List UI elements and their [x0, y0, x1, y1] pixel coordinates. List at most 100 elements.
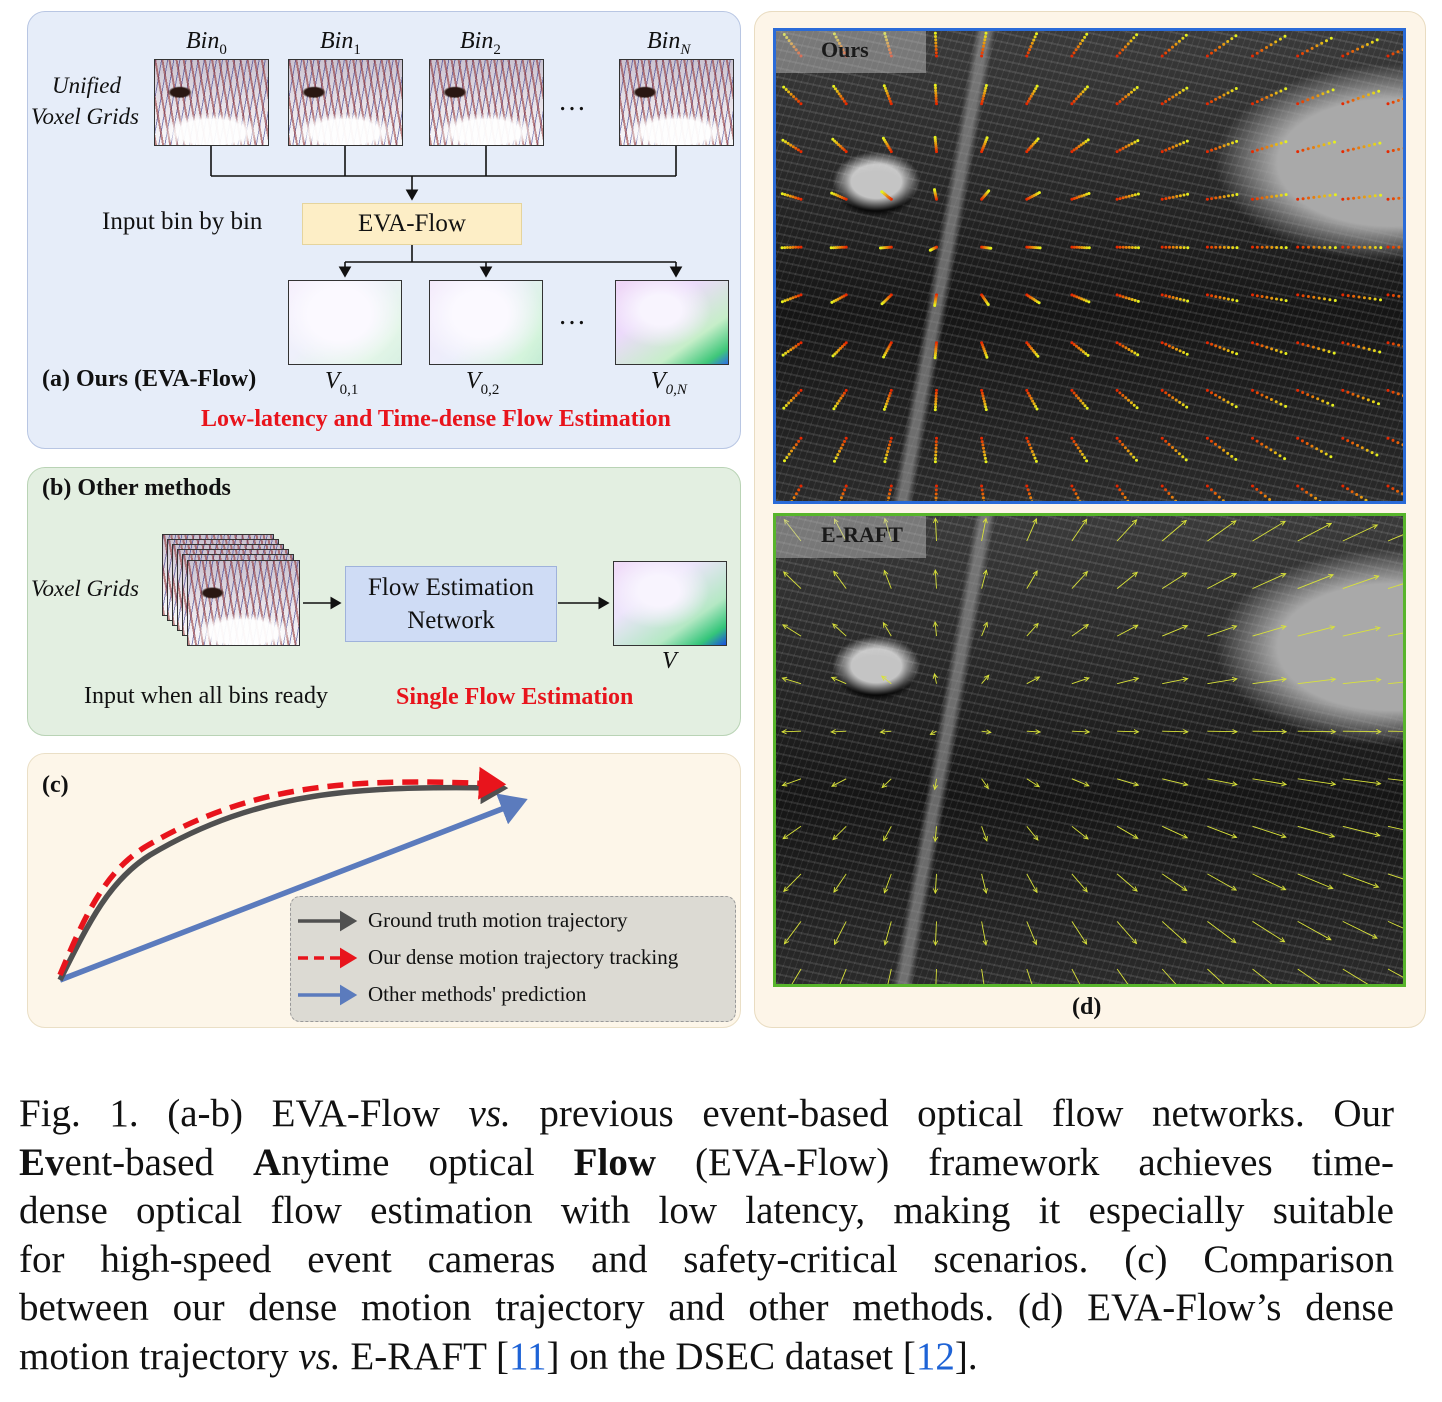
- flow-track-dot: [887, 394, 891, 398]
- flow-track-dot: [1032, 453, 1036, 457]
- flow-arrow: [831, 778, 847, 787]
- flow-track-dot: [786, 193, 790, 197]
- flow-track-dot: [1123, 496, 1127, 499]
- flow-track-dot: [1346, 197, 1350, 201]
- flow-arrow-head: [879, 729, 886, 735]
- flow-track-dot: [1331, 88, 1335, 92]
- citation-link[interactable]: 11: [508, 1334, 547, 1378]
- flow-track-dot: [1213, 491, 1217, 495]
- flow-track-dot: [1386, 54, 1390, 58]
- flow-arrow: [1162, 625, 1188, 637]
- flow-track-dot: [1379, 246, 1383, 250]
- flow-arrow: [834, 518, 847, 542]
- ellipsis-bottom: …: [558, 300, 590, 331]
- output-label-v02: V0,2: [466, 368, 500, 398]
- flow-track-dot: [1234, 87, 1238, 90]
- flow-track-dot: [1171, 396, 1175, 400]
- flow-track-dot: [1222, 448, 1226, 452]
- flow-track-dot: [1133, 351, 1137, 355]
- flow-track-dot: [1351, 441, 1355, 445]
- flow-track-dot: [1296, 341, 1300, 345]
- flow-track-dot: [1077, 396, 1080, 400]
- flow-arrow-head: [1032, 887, 1038, 894]
- flow-track-dot: [933, 356, 937, 360]
- flow-track-dot: [1227, 246, 1230, 249]
- flow-track-dot: [1269, 448, 1273, 452]
- flow-track-dot: [796, 294, 800, 298]
- panel-b-highlight: Single Flow Estimation: [396, 684, 634, 710]
- flow-arrow: [1071, 571, 1088, 589]
- flow-track-dot: [1251, 102, 1254, 106]
- flow-arrow: [1026, 921, 1037, 945]
- flow-arrow: [1071, 730, 1090, 733]
- bin-label-0: Bin0: [186, 28, 227, 58]
- flow-track-dot: [933, 408, 937, 412]
- flow-track-dot: [1296, 102, 1300, 106]
- flow-track-dot: [1397, 147, 1401, 151]
- flow-track-dot: [887, 48, 891, 52]
- flow-track-dot: [980, 391, 984, 395]
- flow-track-dot: [1372, 349, 1376, 353]
- flow-track-dot: [1357, 245, 1361, 249]
- flow-arrow: [981, 826, 988, 842]
- flow-track-dot: [1296, 293, 1300, 297]
- flow-track-dot: [1373, 246, 1377, 249]
- flow-track-dot: [1341, 102, 1345, 106]
- flow-arrow-head: [1374, 626, 1381, 632]
- flow-track-dot: [1366, 398, 1370, 402]
- flow-track-dot: [1124, 95, 1128, 99]
- flow-track-dot: [1218, 445, 1222, 449]
- flow-track-dot: [1072, 99, 1076, 103]
- flow-arrow-head: [1232, 729, 1239, 735]
- flow-track-dot: [838, 449, 841, 453]
- flow-track-dot: [1362, 145, 1366, 149]
- flow-track-dot: [1391, 149, 1395, 152]
- flow-track-dot: [782, 33, 786, 36]
- flow-track-dot: [888, 492, 891, 496]
- voxel-bin-1-image: [288, 59, 403, 146]
- flow-track-dot: [1222, 398, 1226, 402]
- flow-arrow: [1207, 968, 1225, 984]
- eraft-flow-arrows: [780, 517, 1403, 984]
- flow-track-dot: [1274, 400, 1278, 404]
- flow-track-dot: [1396, 489, 1399, 493]
- flow-track-dot: [844, 54, 848, 58]
- flow-track-dot: [1135, 86, 1139, 89]
- flow-track-dot: [983, 89, 987, 93]
- flow-track-dot: [1263, 494, 1267, 498]
- flow-track-dot: [1396, 441, 1400, 445]
- flow-track-dot: [1026, 488, 1030, 492]
- flow-track-dot: [1075, 196, 1079, 200]
- flow-track-dot: [1333, 299, 1337, 302]
- flow-track-dot: [1164, 51, 1168, 55]
- flow-track-dot: [1070, 341, 1074, 345]
- flow-track-dot: [1321, 399, 1325, 403]
- flow-track-dot: [794, 344, 798, 348]
- flow-track-dot: [981, 48, 985, 51]
- flow-track-dot: [1123, 45, 1127, 49]
- flow-track-dot: [783, 193, 787, 196]
- flow-arrow-head: [1032, 570, 1038, 576]
- flow-arrow: [1162, 730, 1188, 733]
- flow-track-dot: [799, 484, 803, 488]
- citation-link[interactable]: 12: [915, 1334, 955, 1378]
- flow-track-dot: [1265, 195, 1269, 199]
- flow-track-dot: [1174, 93, 1178, 97]
- flow-arrow-head: [1183, 729, 1189, 735]
- flow-track-dot: [1275, 297, 1278, 301]
- flow-track-dot: [1268, 498, 1272, 501]
- flow-arrow-head: [1325, 935, 1332, 941]
- flow-track-dot: [1028, 394, 1032, 398]
- flow-track-dot: [1178, 194, 1182, 198]
- flow-track-dot: [1164, 197, 1168, 201]
- flow-track-dot: [1121, 393, 1125, 397]
- flow-track-dot: [1312, 295, 1316, 299]
- flow-track-dot: [1346, 245, 1350, 249]
- flow-track-dot: [1160, 436, 1164, 440]
- flow-track-dot: [1218, 45, 1222, 49]
- flow-track-dot: [1126, 499, 1130, 501]
- flow-track-dot: [1164, 148, 1168, 152]
- flow-track-dot: [1167, 344, 1171, 348]
- flow-arrow-head: [1182, 781, 1189, 787]
- flow-track-dot: [1255, 294, 1259, 298]
